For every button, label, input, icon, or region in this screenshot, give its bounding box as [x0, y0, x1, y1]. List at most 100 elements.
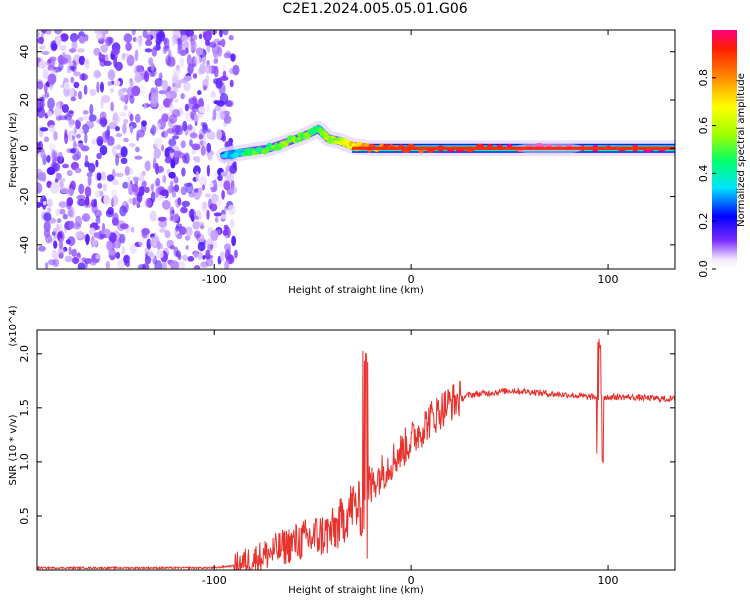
noise-blob [202, 85, 207, 91]
noise-blob [200, 145, 206, 156]
noise-blob [58, 241, 64, 250]
noise-blob [178, 226, 187, 236]
noise-blob [93, 232, 100, 238]
noise-blob [206, 164, 210, 177]
noise-blob [100, 171, 107, 181]
noise-blob [55, 35, 62, 47]
noise-blob [77, 262, 86, 269]
noise-blob [177, 253, 182, 261]
noise-blob [161, 113, 169, 123]
noise-blob [205, 249, 211, 260]
noise-blob [154, 78, 163, 87]
noise-blob [53, 131, 58, 141]
noise-blob [68, 246, 72, 256]
snr-y-tick-label: 0.5 [18, 507, 31, 525]
spectrogram-y-tick-label: 40 [18, 45, 31, 59]
noise-blob [209, 182, 214, 188]
noise-blob [96, 81, 100, 94]
noise-blob [179, 56, 185, 68]
noise-blob [53, 240, 58, 249]
noise-blob [205, 39, 210, 46]
colorbar-gradient [712, 30, 737, 269]
noise-blob [84, 58, 90, 70]
noise-blob [104, 129, 111, 140]
noise-blob [85, 195, 90, 207]
noise-blob [99, 145, 108, 156]
noise-blob [161, 144, 165, 152]
noise-blob [173, 86, 179, 94]
noise-blob [49, 83, 54, 90]
noise-blob [221, 134, 226, 142]
noise-blob [125, 42, 132, 52]
noise-blob [115, 154, 120, 166]
noise-blob [63, 81, 70, 90]
noise-blob [181, 200, 191, 208]
noise-blob [144, 71, 150, 83]
noise-blob [70, 32, 79, 43]
noise-blob [219, 110, 226, 120]
noise-blob [221, 190, 225, 200]
noise-blob [106, 174, 114, 182]
noise-blob [66, 111, 74, 118]
noise-region [37, 30, 240, 269]
noise-blob [47, 73, 57, 85]
noise-blob [52, 150, 58, 159]
noise-blob [64, 255, 73, 263]
noise-blob [213, 212, 222, 217]
noise-blob [217, 174, 223, 182]
noise-blob [174, 98, 179, 103]
noise-blob [71, 135, 75, 141]
noise-blob [155, 177, 161, 187]
noise-blob [66, 188, 75, 196]
spectrogram-y-tick-label: 0 [18, 145, 31, 152]
noise-blob [145, 39, 153, 46]
noise-blob [38, 60, 48, 69]
noise-blob [195, 171, 200, 182]
noise-blob [102, 31, 106, 43]
snr-panel: -100 0 100 0.5 1.0 1.5 2.0 Height of straight … [8, 305, 676, 596]
noise-blob [195, 47, 204, 56]
noise-blob [113, 80, 121, 87]
noise-blob [99, 117, 103, 126]
noise-blob [58, 201, 68, 208]
noise-blob [136, 65, 143, 73]
noise-blob [92, 239, 98, 247]
noise-blob [89, 103, 94, 116]
noise-blob [210, 150, 215, 156]
noise-blob [129, 94, 135, 105]
noise-blob [74, 90, 78, 97]
noise-blob [37, 36, 44, 45]
noise-blob [206, 209, 210, 220]
noise-blob [117, 259, 125, 269]
noise-blob [226, 161, 233, 167]
noise-blob [119, 223, 129, 230]
carrier-core-top [352, 146, 675, 150]
noise-blob [75, 231, 84, 239]
noise-blob [46, 154, 51, 163]
noise-blob [82, 213, 91, 222]
colorbar-label: Normalized spectral amplitude [736, 73, 747, 227]
noise-blob [47, 59, 52, 64]
snr-frame [36, 329, 676, 571]
noise-blob [73, 71, 82, 77]
noise-blob [182, 254, 188, 262]
noise-blob [155, 187, 159, 198]
noise-blob [206, 142, 212, 153]
noise-blob [213, 38, 221, 44]
noise-blob [95, 254, 102, 260]
noise-blob [219, 213, 227, 220]
noise-blob [181, 167, 186, 177]
noise-blob [225, 100, 234, 108]
colorbar: 0.0 0.2 0.4 0.6 0.8 Normalized spectral ampl… [697, 30, 747, 278]
noise-blob [46, 207, 52, 213]
noise-blob [153, 148, 161, 159]
noise-blob [118, 89, 124, 98]
snr-y-tick-label: 2.0 [18, 345, 31, 363]
noise-blob [106, 240, 113, 251]
noise-blob [61, 104, 69, 113]
snr-plot-area [37, 338, 675, 570]
noise-blob [69, 48, 76, 53]
noise-blob [95, 159, 99, 168]
noise-blob [159, 189, 169, 197]
